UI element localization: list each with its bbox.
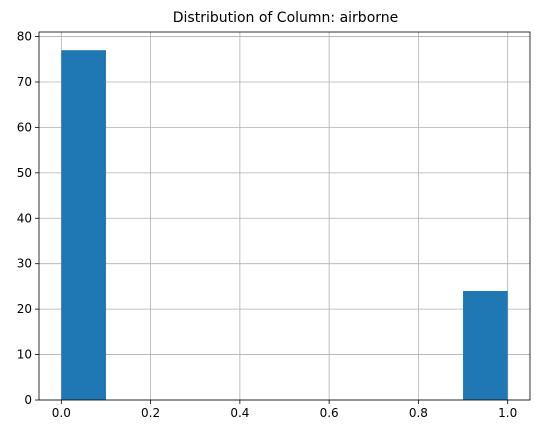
y-tick-label: 60 [17,120,32,134]
y-tick-label: 80 [17,30,32,44]
axes [38,31,531,401]
chart-title: Distribution of Column: airborne [173,10,399,26]
histogram-bar [61,50,106,400]
y-tick-label: 0 [24,393,32,407]
grid-lines [39,32,530,401]
y-axis-ticks: 0 10 20 30 40 50 60 70 80 [17,30,39,407]
x-tick-label: 0.8 [409,406,428,420]
x-axis-ticks: 0.0 0.2 0.4 0.6 0.8 1.0 [52,400,517,420]
y-tick-label: 10 [17,348,32,362]
x-tick-label: 0.0 [52,406,71,420]
x-tick-label: 0.4 [230,406,249,420]
histogram-bar [463,290,508,400]
plot-frame [38,31,531,401]
histogram-bars [61,50,508,400]
y-tick-label: 20 [17,302,32,316]
x-tick-label: 1.0 [498,406,517,420]
x-tick-label: 0.2 [141,406,160,420]
y-tick-label: 30 [17,257,32,271]
y-tick-label: 40 [17,211,32,225]
y-tick-label: 70 [17,75,32,89]
x-tick-label: 0.6 [320,406,339,420]
y-tick-label: 50 [17,166,32,180]
